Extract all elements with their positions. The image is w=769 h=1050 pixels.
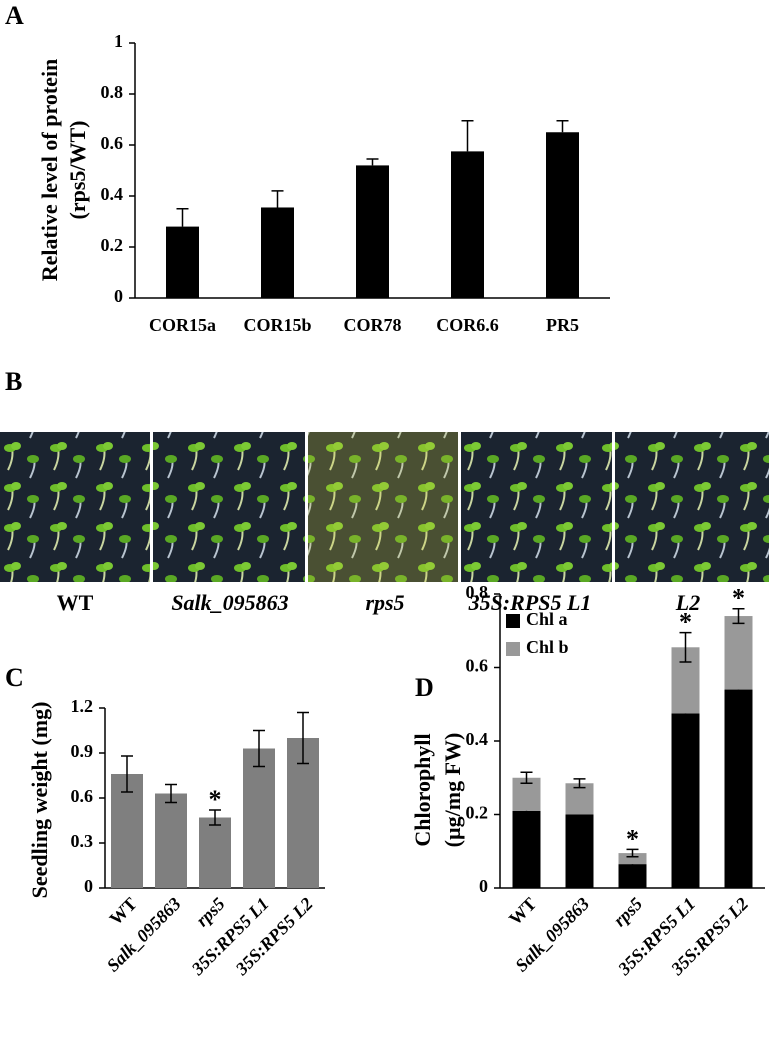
y-tick-label: 0 (114, 286, 123, 306)
y-axis-label: Chlorophyll (410, 733, 435, 846)
error-bar (253, 729, 265, 768)
x-tick-label: COR15b (243, 315, 311, 335)
bar (155, 793, 187, 888)
photo-tint (308, 432, 458, 582)
photo-caption: rps5 (365, 590, 404, 615)
bar (111, 774, 143, 888)
bar (724, 689, 753, 888)
significance-marker: * (209, 785, 222, 814)
photo (153, 432, 305, 582)
y-axis-label: Relative level of protein (37, 59, 62, 282)
bar (565, 783, 594, 815)
error-bar (573, 778, 586, 789)
y-tick-label: 0.8 (101, 82, 124, 102)
significance-marker: * (626, 824, 639, 853)
photo (0, 432, 150, 582)
x-tick-label: rps5 (609, 894, 646, 931)
legend-label: Chl a (526, 609, 568, 629)
y-tick-label: 0 (479, 876, 488, 896)
panel-label: A (5, 1, 24, 30)
y-tick-label: 0.9 (71, 741, 94, 761)
error-bar (556, 120, 569, 133)
error-bar (520, 771, 533, 785)
error-bar (165, 783, 177, 804)
y-axis-label: (rps5/WT) (65, 121, 90, 220)
bar (199, 817, 231, 888)
error-bar (366, 158, 379, 166)
error-bar (121, 755, 133, 793)
photo (461, 432, 612, 582)
bar (356, 165, 389, 298)
bar (243, 748, 275, 888)
y-tick-label: 0.2 (101, 235, 124, 255)
y-tick-label: 0.8 (466, 582, 489, 602)
error-bar (297, 711, 309, 765)
x-tick-label: WT (105, 894, 140, 929)
bar (618, 853, 647, 865)
photo (615, 432, 769, 582)
y-tick-label: 0 (84, 876, 93, 896)
bar (261, 207, 294, 298)
error-bar (461, 120, 474, 152)
y-tick-label: 0.2 (466, 803, 489, 823)
legend-label: Chl b (526, 637, 569, 657)
x-tick-label: COR78 (344, 315, 402, 335)
significance-marker: * (732, 584, 745, 613)
legend-swatch (506, 614, 520, 628)
panel-label: D (415, 673, 434, 702)
y-tick-label: 1 (114, 31, 123, 51)
panel-label: C (5, 663, 24, 692)
bar (565, 814, 594, 888)
x-tick-label: COR15a (149, 315, 216, 335)
x-tick-label: WT (505, 894, 540, 929)
y-tick-label: 0.4 (101, 184, 124, 204)
bar (618, 864, 647, 888)
y-tick-label: 0.6 (71, 786, 94, 806)
y-tick-label: 0.6 (101, 133, 124, 153)
x-tick-label: PR5 (546, 315, 579, 335)
x-tick-label: COR6.6 (436, 315, 499, 335)
significance-marker: * (679, 608, 692, 637)
x-tick-label: rps5 (192, 894, 229, 931)
y-axis-label: Seedling weight (mg) (27, 702, 52, 899)
panel-label: B (5, 367, 22, 396)
panel-b: B (0, 367, 769, 582)
photo-caption: L2 (675, 590, 700, 615)
bar (546, 132, 579, 298)
error-bar (732, 607, 745, 625)
error-bar (271, 190, 284, 208)
y-axis-label: (µg/mg FW) (440, 733, 465, 848)
error-bar (176, 208, 189, 227)
error-bar (626, 848, 639, 858)
bar (724, 616, 753, 690)
error-bar (679, 631, 692, 663)
photo-caption: WT (57, 590, 94, 615)
photo-caption: Salk_095863 (171, 590, 288, 615)
error-bar (209, 809, 221, 826)
y-tick-label: 0.4 (466, 729, 489, 749)
y-tick-label: 1.2 (71, 696, 94, 716)
bar (451, 151, 484, 298)
bar (166, 226, 199, 298)
legend-swatch (506, 642, 520, 656)
photo-caption: 35S:RPS5 L1 (468, 590, 592, 615)
y-tick-label: 0.3 (71, 831, 94, 851)
y-tick-label: 0.6 (466, 656, 489, 676)
photo (308, 432, 458, 582)
